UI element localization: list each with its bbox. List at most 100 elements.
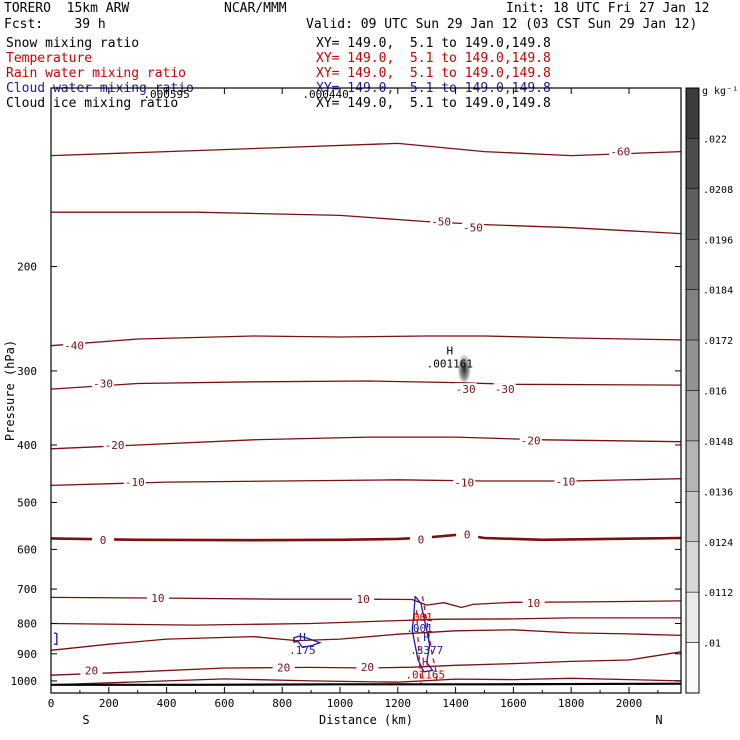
maximum-mark: H — [422, 656, 429, 669]
endpoint-north: N — [655, 713, 662, 727]
y-tick-label: 600 — [17, 543, 37, 556]
temperature-contour-4 — [50, 436, 682, 450]
x-tick-label: 1000 — [327, 697, 354, 710]
temperature-contour-2 — [50, 335, 682, 347]
colorbar-segment — [685, 138, 700, 190]
cloud-water-contour-0 — [293, 635, 322, 649]
temperature-label-bg — [352, 593, 375, 606]
temperature-label: -20 — [521, 434, 541, 447]
maximum-value: .01165 — [405, 669, 445, 682]
x-tick-label: 1200 — [385, 697, 412, 710]
y-tick-label: 800 — [17, 617, 37, 630]
colorbar-segment — [685, 390, 700, 442]
maximum-value: .001161 — [427, 358, 473, 371]
temperature-label-bg — [493, 383, 516, 396]
colorbar-tick-label: .0172 — [703, 336, 733, 347]
temperature-contour-6 — [50, 533, 682, 542]
colorbar-segment — [685, 591, 700, 643]
org-label: NCAR/MMM — [224, 1, 287, 16]
x-tick-label: 1600 — [500, 697, 527, 710]
colorbar-frame — [685, 87, 700, 694]
colorbar-segment — [685, 642, 700, 694]
ground-line — [51, 682, 682, 686]
colorbar-segment — [685, 541, 700, 593]
temperature-contour-8 — [50, 617, 681, 626]
temperature-contour-3 — [50, 380, 682, 390]
temperature-label-bg — [453, 476, 476, 489]
contour-value-label: .001 — [406, 622, 433, 635]
temperature-label: -40 — [64, 340, 84, 353]
temperature-label-bg — [609, 145, 632, 158]
temperature-label-bg — [430, 215, 453, 228]
colorbar-segment — [685, 188, 700, 240]
colorbar-segment — [685, 491, 700, 543]
plot-frame — [50, 87, 682, 694]
contour-value-label: .001 — [406, 611, 433, 624]
colorbar-tick-label: .0136 — [703, 487, 733, 498]
temperature-label: -50 — [431, 216, 451, 229]
legend-cloud-ice-xy: XY= 149.0, 5.1 to 149.0,149.8 — [316, 96, 551, 111]
y-tick-label: 1000 — [11, 675, 38, 688]
colorbar-tick-label: .0148 — [703, 437, 733, 448]
temperature-label-bg — [456, 528, 479, 541]
legend-rain-xy: XY= 149.0, 5.1 to 149.0,149.8 — [316, 66, 551, 81]
temperature-label-bg — [92, 533, 115, 546]
endpoint-south: S — [82, 713, 89, 727]
temperature-label-bg — [522, 597, 545, 610]
colorbar-segment — [685, 239, 700, 290]
rain-water-contour-0 — [421, 596, 438, 684]
temperature-label: 20 — [85, 664, 98, 677]
colorbar-tick-label: .0184 — [703, 286, 733, 297]
temperature-label-bg — [103, 438, 126, 451]
temperature-label: -20 — [105, 439, 125, 452]
temperature-label-bg — [123, 476, 146, 489]
temperature-label-bg — [454, 383, 477, 396]
temperature-contour-10 — [50, 651, 682, 676]
temperature-label: -30 — [93, 377, 113, 390]
colorbar-tick-label: .016 — [703, 387, 727, 398]
legend-rain-name: Rain water mixing ratio — [6, 66, 187, 81]
temperature-label: 0 — [418, 533, 425, 546]
y-axis-label: Pressure (hPa) — [3, 340, 17, 441]
y-tick-label: 300 — [17, 365, 37, 378]
legend-temperature-name: Temperature — [6, 51, 93, 66]
x-tick-label: 0 — [48, 697, 55, 710]
maximum-mark: H — [299, 631, 306, 644]
maximum-mark: H — [446, 345, 453, 358]
x-tick-label: 1800 — [558, 697, 585, 710]
y-tick-label: 500 — [17, 496, 37, 509]
colorbar-segment — [685, 87, 700, 139]
colorbar-tick-label: .0124 — [703, 538, 733, 549]
y-tick-label: 700 — [17, 583, 37, 596]
x-tick-label: 200 — [99, 697, 119, 710]
colorbar-unit: g kg⁻¹ — [702, 86, 738, 97]
temperature-label: 10 — [356, 593, 369, 606]
legend-snow-name: Snow mixing ratio — [6, 36, 140, 51]
snow-max-blob — [457, 353, 472, 386]
y-tick-label: 900 — [17, 648, 37, 661]
contour-value-label: .000440 — [302, 88, 348, 101]
temperature-label: -50 — [463, 222, 483, 235]
temperature-label-bg — [519, 434, 542, 447]
temperature-label-bg — [92, 377, 115, 390]
temperature-label-bg — [356, 660, 379, 673]
colorbar-tick-label: .01 — [703, 639, 721, 650]
temperature-label: 10 — [151, 592, 164, 605]
legend-cloud-ice-name: Cloud ice mixing ratio — [6, 96, 179, 111]
x-tick-label: 600 — [214, 697, 234, 710]
cloud-water-contour-2 — [53, 632, 58, 646]
model-title: TORERO 15km ARW — [4, 1, 130, 16]
colorbar-segment — [685, 339, 700, 391]
temperature-contour-1 — [51, 211, 682, 235]
y-tick-label: 200 — [17, 260, 37, 273]
x-tick-label: 400 — [157, 697, 177, 710]
cloud-water-contour-1 — [411, 595, 434, 673]
temperature-label: 20 — [277, 662, 290, 675]
temperature-label-bg — [80, 664, 103, 677]
y-tick-label: 400 — [17, 439, 37, 452]
maximum-value: .3377 — [410, 644, 443, 657]
temperature-label-bg — [461, 221, 484, 234]
temperature-contour-9 — [50, 629, 682, 651]
colorbar-tick-label: .0196 — [703, 235, 733, 246]
temperature-label-bg — [554, 475, 577, 488]
